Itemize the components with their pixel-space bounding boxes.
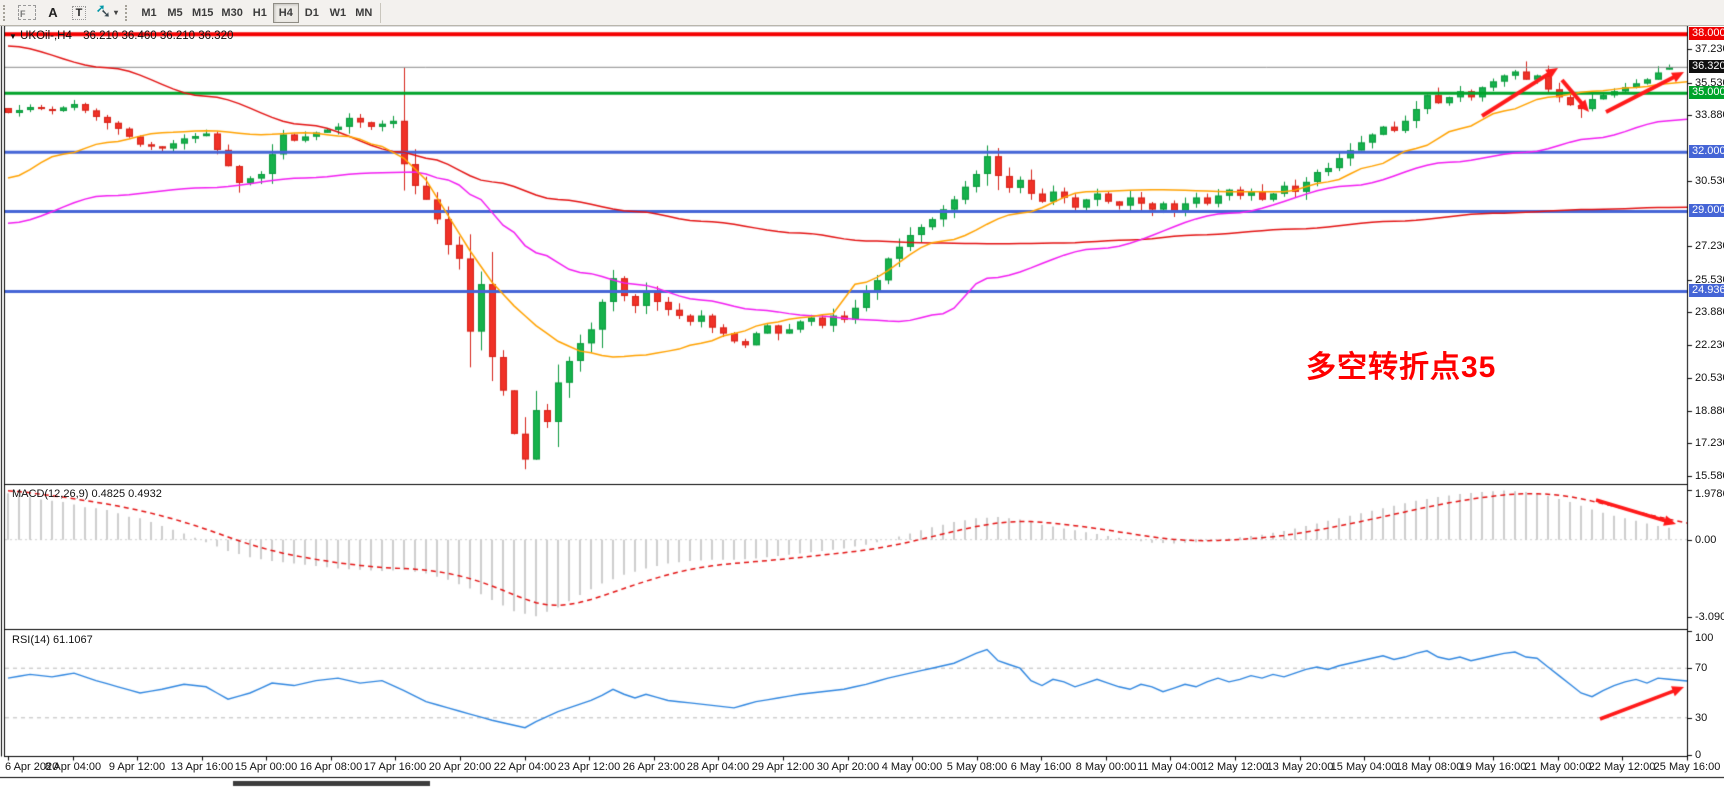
toolbar-separator [379,2,381,23]
text-label-tool-icon: A [48,5,58,20]
timeframe-button-d1[interactable]: D1 [304,6,319,19]
timeframe-button-mn[interactable]: MN [355,6,373,19]
timeframe-button-w1[interactable]: W1 [329,6,347,19]
timeframe-button-m5[interactable]: M5 [167,6,183,19]
macd-indicator-label: MACD(12,26,9) 0.4825 0.4932 [12,488,162,500]
text-box-tool-icon: T [71,5,87,20]
arrows-tool-button[interactable]: ➚ ➘ ▾ [92,3,122,23]
chart-title: ▼ UKOil-,H4 36.210 36.460 36.210 36.320 [9,30,233,42]
symbol-timeframe-label: UKOil-,H4 [20,30,72,42]
timeframe-button-h4[interactable]: H4 [272,2,299,23]
toolbar-grip-handle[interactable] [125,4,131,21]
symbol-dropdown-caret-icon[interactable]: ▼ [9,32,17,41]
timeframe-button-h1[interactable]: H1 [252,6,267,19]
timeframe-button-m30[interactable]: M30 [221,6,243,19]
indicators-frame-tool-button[interactable]: F [14,3,40,23]
top-toolbar: F A T ➚ ➘ ▾ M1 M5 M15 M30 H1 H4 D1 W1 MN [0,0,1724,26]
drawing-tools-group: F A T ➚ ➘ ▾ [14,3,122,23]
arrows-icon: ➚ ➘ [96,3,111,20]
rsi-indicator-label: RSI(14) 61.1067 [12,634,93,646]
chinese-annotation-text: 多空转折点35 [1306,351,1497,384]
timeframe-buttons-group: M1 M5 M15 M30 H1 H4 D1 W1 MN [136,2,377,23]
timeframe-button-m15[interactable]: M15 [192,6,214,19]
text-label-tool-button[interactable]: A [40,3,66,23]
timeframe-button-m1[interactable]: M1 [141,6,157,19]
indicators-frame-tool-icon: F [18,5,36,20]
toolbar-grip-handle[interactable] [3,4,9,21]
text-box-tool-button[interactable]: T [66,3,92,23]
ohlc-values: 36.210 36.460 36.210 36.320 [83,30,234,42]
dropdown-caret-icon[interactable]: ▾ [114,8,119,17]
